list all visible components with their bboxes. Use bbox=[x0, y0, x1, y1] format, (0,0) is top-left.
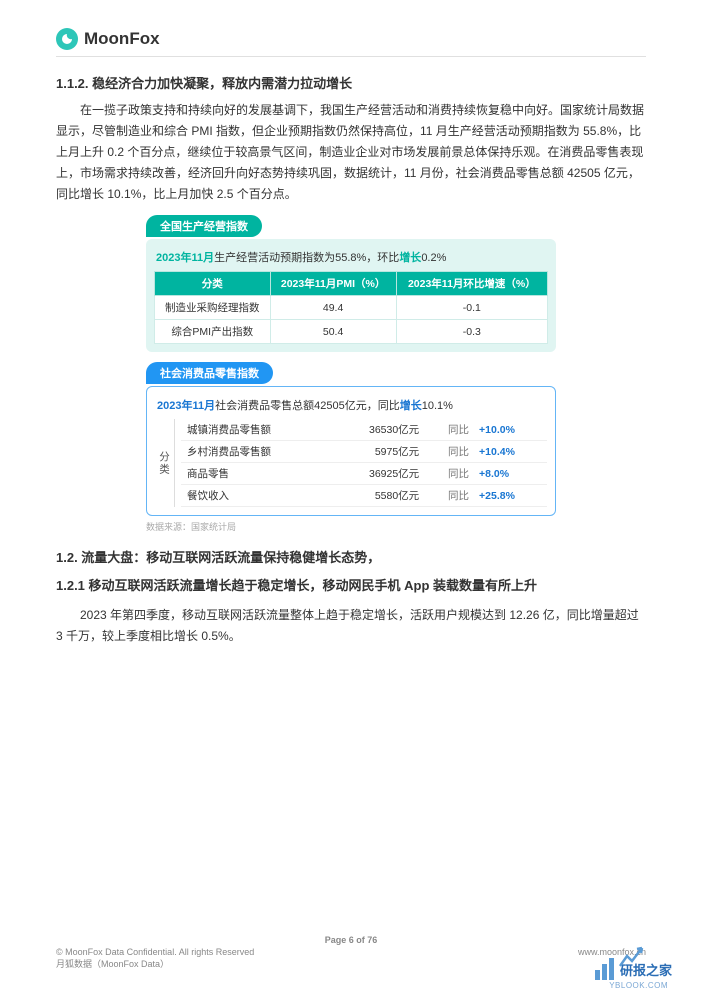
footer-org: 月狐数据（MoonFox Data） bbox=[56, 957, 646, 970]
retail-name: 城镇消费品零售额 bbox=[181, 419, 329, 441]
retail-block: 社会消费品零售指数 2023年11月社会消费品零售总额42505亿元，同比增长1… bbox=[146, 362, 556, 533]
retail-yoy-label: 同比 bbox=[425, 485, 473, 507]
page-footer: Page 6 of 76 © MoonFox Data Confidential… bbox=[56, 935, 646, 970]
retail-name: 商品零售 bbox=[181, 463, 329, 485]
pmi-r1c0: 综合PMI产出指数 bbox=[155, 320, 271, 344]
retail-summary-prefix: 2023年11月 bbox=[157, 400, 215, 412]
heading-1-2: 1.2. 流量大盘：移动互联网活跃流量保持稳健增长态势， bbox=[56, 547, 646, 566]
retail-yoy: +25.8% bbox=[473, 485, 547, 507]
pmi-col-0: 分类 bbox=[155, 272, 271, 296]
retail-value: 5975亿元 bbox=[329, 441, 425, 463]
pmi-summary-suffix: 0.2% bbox=[421, 252, 446, 264]
retail-summary: 2023年11月社会消费品零售总额42505亿元，同比增长10.1% bbox=[157, 397, 547, 413]
pmi-summary: 2023年11月生产经营活动预期指数为55.8%，环比增长0.2% bbox=[156, 249, 548, 265]
table-row: 乡村消费品零售额5975亿元同比+10.4% bbox=[181, 441, 547, 463]
chart-icon bbox=[595, 958, 614, 980]
retail-value: 36530亿元 bbox=[329, 419, 425, 441]
table-row: 商品零售36925亿元同比+8.0% bbox=[181, 463, 547, 485]
retail-yoy-label: 同比 bbox=[425, 419, 473, 441]
body-1-2-1: 2023 年第四季度，移动互联网活跃流量整体上趋于稳定增长，活跃用户规模达到 1… bbox=[56, 605, 646, 647]
table-row: 餐饮收入5580亿元同比+25.8% bbox=[181, 485, 547, 507]
pmi-pill: 全国生产经营指数 bbox=[146, 215, 262, 237]
retail-side-label: 分类 bbox=[155, 419, 175, 507]
retail-yoy: +8.0% bbox=[473, 463, 547, 485]
retail-value: 36925亿元 bbox=[329, 463, 425, 485]
pmi-col-2: 2023年11月环比增速（%） bbox=[396, 272, 547, 296]
pmi-r1c1: 50.4 bbox=[270, 320, 396, 344]
retail-yoy-label: 同比 bbox=[425, 441, 473, 463]
retail-box: 2023年11月社会消费品零售总额42505亿元，同比增长10.1% 分类 城镇… bbox=[146, 386, 556, 516]
heading-1-1-2: 1.1.2. 稳经济合力加快凝聚，释放内需潜力拉动增长 bbox=[56, 73, 646, 92]
pmi-r0c2: -0.1 bbox=[396, 296, 547, 320]
watermark: 研报之家 bbox=[595, 958, 672, 980]
page-number: Page 6 of 76 bbox=[56, 935, 646, 945]
heading-1-2-1: 1.2.1 移动互联网活跃流量增长趋于稳定增长，移动网民手机 App 装载数量有… bbox=[56, 576, 646, 597]
watermark-sub: YBLOOK.COM bbox=[609, 981, 668, 990]
retail-name: 餐饮收入 bbox=[181, 485, 329, 507]
pmi-r0c1: 49.4 bbox=[270, 296, 396, 320]
retail-pill: 社会消费品零售指数 bbox=[146, 362, 273, 384]
retail-summary-suffix: 10.1% bbox=[422, 400, 453, 412]
retail-table-wrap: 分类 城镇消费品零售额36530亿元同比+10.0%乡村消费品零售额5975亿元… bbox=[155, 419, 547, 507]
pmi-r1c2: -0.3 bbox=[396, 320, 547, 344]
table-row: 综合PMI产出指数 50.4 -0.3 bbox=[155, 320, 548, 344]
retail-table: 城镇消费品零售额36530亿元同比+10.0%乡村消费品零售额5975亿元同比+… bbox=[181, 419, 547, 507]
data-source: 数据来源：国家统计局 bbox=[146, 520, 556, 533]
retail-yoy: +10.4% bbox=[473, 441, 547, 463]
header: MoonFox bbox=[56, 28, 646, 57]
pmi-summary-prefix: 2023年11月 bbox=[156, 252, 214, 264]
table-row: 制造业采购经理指数 49.4 -0.1 bbox=[155, 296, 548, 320]
brand-name: MoonFox bbox=[84, 29, 160, 49]
retail-summary-accent: 增长 bbox=[400, 400, 422, 412]
retail-value: 5580亿元 bbox=[329, 485, 425, 507]
table-row: 城镇消费品零售额36530亿元同比+10.0% bbox=[181, 419, 547, 441]
pmi-table: 分类 2023年11月PMI（%） 2023年11月环比增速（%） 制造业采购经… bbox=[154, 271, 548, 344]
pmi-summary-accent: 增长 bbox=[399, 252, 421, 264]
retail-yoy-label: 同比 bbox=[425, 463, 473, 485]
pmi-r0c0: 制造业采购经理指数 bbox=[155, 296, 271, 320]
retail-name: 乡村消费品零售额 bbox=[181, 441, 329, 463]
pmi-box: 2023年11月生产经营活动预期指数为55.8%，环比增长0.2% 分类 202… bbox=[146, 239, 556, 352]
body-1-1-2: 在一揽子政策支持和持续向好的发展基调下，我国生产经营活动和消费持续恢复稳中向好。… bbox=[56, 100, 646, 205]
pmi-summary-mid: 生产经营活动预期指数为55.8%，环比 bbox=[214, 252, 399, 264]
moonfox-logo-icon bbox=[56, 28, 78, 50]
pmi-col-1: 2023年11月PMI（%） bbox=[270, 272, 396, 296]
footer-copyright: © MoonFox Data Confidential. All rights … bbox=[56, 947, 254, 957]
retail-summary-mid: 社会消费品零售总额42505亿元，同比 bbox=[215, 400, 400, 412]
pmi-block: 全国生产经营指数 2023年11月生产经营活动预期指数为55.8%，环比增长0.… bbox=[146, 215, 556, 352]
retail-yoy: +10.0% bbox=[473, 419, 547, 441]
